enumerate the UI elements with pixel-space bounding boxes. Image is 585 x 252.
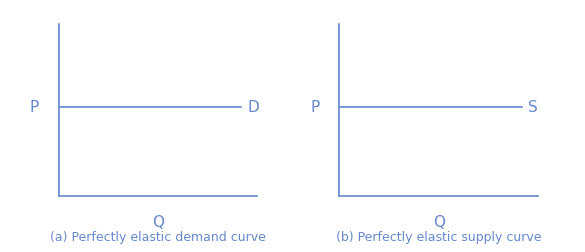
Text: D: D: [247, 100, 259, 115]
Text: Q: Q: [152, 214, 164, 229]
Text: (b) Perfectly elastic supply curve: (b) Perfectly elastic supply curve: [336, 230, 542, 243]
Text: Q: Q: [433, 214, 445, 229]
Text: S: S: [528, 100, 538, 115]
Text: P: P: [29, 100, 39, 115]
Text: (a) Perfectly elastic demand curve: (a) Perfectly elastic demand curve: [50, 230, 266, 243]
Text: P: P: [310, 100, 319, 115]
